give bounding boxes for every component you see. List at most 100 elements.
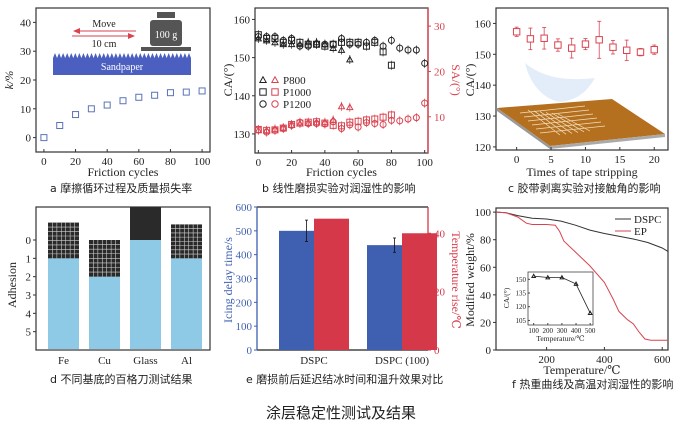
panel-b-ytick-right-label: 30 [434,21,446,33]
panel-c-ylabel: CA/(°) [463,64,477,97]
panel-e-ytick-label: 0 [247,345,253,357]
panel-d-category-label: Glass [133,355,157,367]
panel-d-ytick-label: 1 [26,253,32,265]
panel-f-ytick-label: 100 [475,207,492,219]
panel-b-point [321,120,329,128]
panel-e-category-label: DSPC [300,355,328,367]
panel-d-category-label: Cu [98,355,111,367]
panel-b-legend-label: P1000 [283,87,312,99]
panel-b-ytick-label: 140 [234,91,251,103]
panel-e-ytick-right-label: 40 [434,228,446,240]
panel-b-point [296,118,304,126]
panel-c-frame [495,7,669,151]
panel-b-point [271,38,279,46]
panel-f-line-ep [495,211,668,341]
panel-f-inset-xtick-label: 400 [571,327,582,335]
panel-f-inset-xtick-label: 500 [585,327,596,335]
panel-e-bar-temp [314,218,349,350]
caption-e: e 磨损前后延迟结冰时间和温升效果对比 [246,373,444,386]
panel-a-point [56,122,64,130]
figure-title: 涂层稳定性测试及结果 [265,404,416,422]
panel-b-ytick-label: 130 [234,129,251,141]
panel-b-legend-label: P800 [283,75,306,87]
panel-d-category-label: Al [181,355,192,367]
panel-b-point [304,42,312,50]
panel-b-point [288,35,296,43]
panel-f-inset-point [545,274,551,280]
panel-d-ytick-label: 0 [26,235,32,247]
panel-f-xtick-label: 400 [596,354,613,366]
water-droplet [525,63,595,102]
panel-e-category-label: DSPC (100) [375,355,429,367]
panel-d-sample-image [130,207,161,240]
panel-e-ytick-label: 400 [236,250,253,262]
panel-c-point [567,44,576,52]
panel-b-point [354,40,362,48]
panel-f-xtick-label: 200 [538,354,555,366]
panel-b-point [379,120,387,128]
panel-c-ytick-label: 160 [475,18,492,30]
panel-b-point [263,33,271,41]
panel-a-xtick-label: 100 [194,156,211,168]
move-label: Move [92,19,116,30]
panel-b-point [421,59,429,67]
cross-cut-grid [519,105,606,136]
panel-b-point [337,102,346,110]
panel-b-point [346,40,354,48]
panel-b-point [346,121,354,129]
panel-b-point [371,36,379,44]
sandpaper-teeth [53,53,191,58]
panel-f-inset-line [533,275,591,314]
panel-d-bar [130,240,161,349]
panel-d-ytick-label: 3 [26,290,32,302]
panel-c-xtick-label: 15 [614,154,626,166]
panel-b-point [345,55,354,63]
panel-e-ytick-label: 500 [236,226,253,238]
panel-b-ytick-right-label: 20 [434,66,446,78]
panel-b-xlabel: Friction cycles [306,165,377,179]
panel-f-legend-label: DSPC [634,214,662,226]
panel-f-xtick-label: 600 [654,354,671,366]
panel-f-legend-label: EP [634,226,647,238]
panel-a-point [103,101,111,109]
panel-c-point [554,41,562,49]
panel-f-frame [495,207,669,351]
panel-b-ytick-label: 160 [234,14,251,26]
panel-a-ytick-label: 0 [26,133,32,145]
panel-b-xtick-label: 100 [416,157,433,169]
panel-b-point [421,99,429,107]
panel-c-xtick-label: 0 [514,154,520,166]
panel-b-point [279,125,287,133]
panel-f-inset-ylabel: CA/(°) [502,287,511,308]
panel-b-point [337,45,346,53]
panel-a-ytick-label: 10 [20,104,32,116]
panel-b-point [371,120,379,128]
panel-b-point [296,42,304,50]
panel-e-ytick-label: 300 [236,274,253,286]
panel-b-point [387,61,395,69]
panel-c-ytick-label: 140 [475,80,492,92]
panel-f-inset-ytick-label: 120 [516,303,527,311]
panel-b-point [313,120,321,128]
panel-b-point [387,36,395,44]
panel-a-point [151,91,159,99]
panel-f-ytick-label: 60 [480,262,492,274]
panel-d-bar [48,258,79,349]
weight-body [150,20,182,46]
panel-b-point [263,128,271,136]
panel-c-point [512,28,521,36]
panel-a-point [198,87,206,95]
panel-c-point [581,40,590,48]
panel-a-ytick-label: 30 [20,46,32,58]
panel-b-point [304,120,312,128]
panel-d-bar [171,258,202,349]
substrate-plate-side [497,108,550,149]
panel-b-point [313,40,321,48]
panel-c-ytick-label: 120 [475,142,492,154]
panel-e-ytick-label: 200 [236,297,253,309]
panel-f-inset-point [559,274,565,280]
panel-b-point [287,40,296,48]
panel-a-ytick-label: 40 [20,17,32,29]
panel-d-bar [89,276,120,349]
panel-d-frame [35,206,211,351]
